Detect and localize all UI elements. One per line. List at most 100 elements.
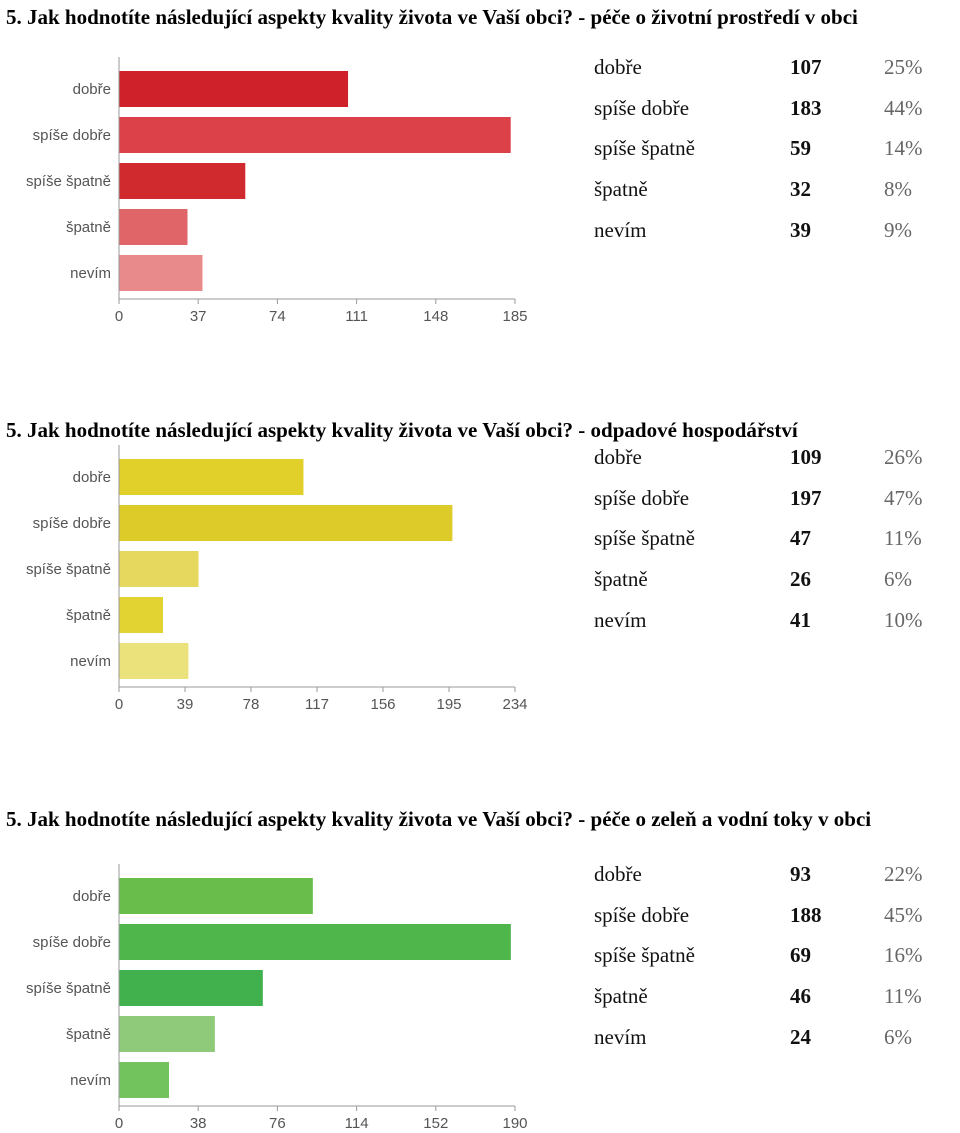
summary-label: dobře	[594, 54, 642, 79]
chart-section-2: 5. Jak hodnotíte následující aspekty kva…	[0, 415, 960, 735]
summary-row: spíše dobře 197 47%	[594, 478, 923, 519]
summary-count: 41	[790, 607, 811, 632]
bar	[119, 597, 163, 633]
x-tick-label: 37	[190, 308, 207, 325]
summary-table: dobře 93 22% spíše dobře 188 45% spíše špatn…	[594, 854, 923, 1057]
summary-row: dobře 109 26%	[594, 437, 923, 478]
summary-percent: 47%	[884, 485, 923, 510]
bar	[119, 459, 304, 495]
category-label: nevím	[70, 653, 111, 670]
x-tick-label: 156	[370, 696, 395, 713]
summary-label: špatně	[594, 566, 648, 591]
summary-row: nevím 24 6%	[594, 1017, 923, 1058]
x-tick-label: 234	[502, 696, 527, 713]
x-tick-label: 0	[115, 308, 123, 325]
category-label: dobře	[73, 888, 111, 905]
summary-count: 46	[790, 983, 811, 1008]
x-tick-label: 148	[423, 308, 448, 325]
summary-label: špatně	[594, 176, 648, 201]
bar	[119, 1016, 215, 1052]
summary-table: dobře 107 25% spíše dobře 183 44% spíše špat…	[594, 47, 923, 250]
summary-count: 24	[790, 1024, 811, 1049]
chart-title: 5. Jak hodnotíte následující aspekty kva…	[6, 5, 858, 29]
summary-label: nevím	[594, 607, 647, 632]
summary-row: špatně 32 8%	[594, 169, 923, 210]
summary-count: 59	[790, 136, 811, 161]
bar	[119, 255, 203, 291]
summary-label: špatně	[594, 983, 648, 1008]
bar	[119, 643, 189, 679]
summary-row: nevím 41 10%	[594, 600, 923, 641]
x-tick-label: 76	[269, 1115, 286, 1132]
category-label: nevím	[70, 1072, 111, 1089]
summary-count: 39	[790, 217, 811, 242]
summary-percent: 45%	[884, 902, 923, 927]
category-label: špatně	[66, 1026, 111, 1043]
summary-label: spíše dobře	[594, 95, 690, 120]
summary-row: spíše špatně 47 11%	[594, 518, 923, 559]
summary-count: 197	[790, 485, 822, 510]
summary-percent: 6%	[884, 566, 912, 591]
category-label: nevím	[70, 265, 111, 282]
summary-percent: 26%	[884, 444, 923, 469]
x-tick-label: 111	[345, 308, 368, 325]
bar	[119, 924, 511, 960]
summary-percent: 10%	[884, 607, 923, 632]
x-tick-label: 78	[243, 696, 260, 713]
summary-count: 47	[790, 526, 811, 551]
x-tick-label: 117	[305, 696, 329, 713]
summary-label: spíše špatně	[594, 526, 695, 551]
summary-row: nevím 39 9%	[594, 210, 923, 251]
x-tick-label: 39	[177, 696, 194, 713]
summary-label: spíše dobře	[594, 902, 690, 927]
bar	[119, 209, 188, 245]
chart-title: 5. Jak hodnotíte následující aspekty kva…	[6, 418, 798, 442]
bar	[119, 970, 263, 1006]
bar	[119, 878, 313, 914]
category-label: spíše dobře	[33, 934, 111, 951]
bar-chart: dobře spíše dobře spíše špatně špatně nevím 0…	[26, 57, 528, 325]
summary-percent: 8%	[884, 176, 912, 201]
summary-percent: 11%	[884, 983, 922, 1008]
summary-count: 188	[790, 902, 822, 927]
x-tick-label: 74	[269, 308, 286, 325]
summary-row: spíše špatně 59 14%	[594, 128, 923, 169]
summary-row: spíše dobře 188 45%	[594, 895, 923, 936]
summary-row: dobře 93 22%	[594, 854, 923, 895]
summary-percent: 44%	[884, 95, 923, 120]
x-tick-label: 0	[115, 1115, 123, 1132]
summary-count: 26	[790, 566, 811, 591]
chart-section-3: 5. Jak hodnotíte následující aspekty kva…	[0, 804, 960, 1133]
x-tick-label: 0	[115, 696, 123, 713]
summary-row: dobře 107 25%	[594, 47, 923, 88]
bar	[119, 1062, 170, 1098]
bar	[119, 71, 349, 107]
summary-count: 183	[790, 95, 822, 120]
summary-table: dobře 109 26% spíše dobře 197 47% spíše špat…	[594, 437, 923, 640]
bar	[119, 505, 453, 541]
summary-count: 93	[790, 861, 811, 886]
summary-row: spíše špatně 69 16%	[594, 935, 923, 976]
category-label: spíše dobře	[33, 515, 111, 532]
x-tick-label: 38	[190, 1115, 207, 1132]
summary-count: 69	[790, 943, 811, 968]
x-tick-label: 195	[436, 696, 461, 713]
summary-count: 32	[790, 176, 811, 201]
summary-label: dobře	[594, 444, 642, 469]
chart-section-1: 5. Jak hodnotíte následující aspekty kva…	[0, 0, 960, 390]
category-label: špatně	[66, 607, 111, 624]
summary-percent: 25%	[884, 54, 923, 79]
summary-percent: 9%	[884, 217, 912, 242]
chart-title: 5. Jak hodnotíte následující aspekty kva…	[6, 807, 872, 831]
summary-percent: 6%	[884, 1024, 912, 1049]
summary-label: nevím	[594, 1024, 647, 1049]
bar-chart: dobře spíše dobře spíše špatně špatně nevím 0…	[26, 445, 528, 713]
summary-percent: 16%	[884, 943, 923, 968]
summary-label: spíše dobře	[594, 485, 690, 510]
summary-label: spíše špatně	[594, 136, 695, 161]
x-tick-label: 114	[345, 1115, 369, 1132]
summary-label: nevím	[594, 217, 647, 242]
category-label: dobře	[73, 81, 111, 98]
summary-row: špatně 26 6%	[594, 559, 923, 600]
summary-row: špatně 46 11%	[594, 976, 923, 1017]
